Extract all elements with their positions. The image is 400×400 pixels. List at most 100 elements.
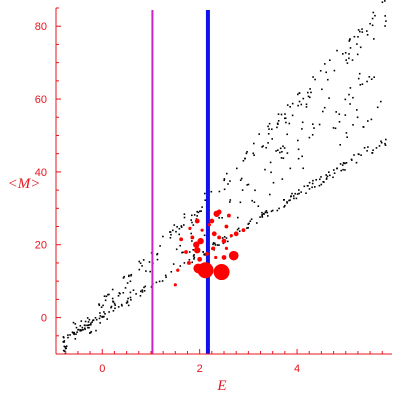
scatter-point (286, 133, 288, 136)
scatter-point (114, 304, 116, 306)
scatter-point (143, 286, 145, 289)
scatter-point (141, 265, 143, 267)
scatter-point (348, 57, 350, 60)
scatter-point (367, 146, 369, 148)
scatter-point (80, 320, 83, 322)
scatter-point (348, 93, 350, 96)
scatter-point (288, 199, 290, 202)
scatter-point (193, 256, 196, 259)
scatter-point (320, 176, 322, 178)
scatter-point (253, 142, 255, 145)
scatter-point (229, 201, 231, 203)
scatter-point (297, 139, 299, 142)
scatter-point (86, 324, 88, 327)
scatter-point (188, 251, 191, 253)
scatter-point (372, 149, 374, 151)
scatter-point (267, 133, 270, 135)
scatter-point (336, 49, 338, 52)
scatter-point (229, 199, 232, 201)
highlight-point (200, 228, 204, 232)
scatter-point (358, 153, 360, 156)
scatter-point (248, 222, 250, 225)
highlight-point (211, 231, 217, 237)
scatter-point (278, 207, 280, 210)
highlight-point (224, 224, 229, 229)
scatter-point (183, 224, 185, 226)
scatter-point (90, 330, 93, 333)
scatter-point (214, 242, 216, 245)
scatter-point (103, 295, 106, 297)
scatter-point (192, 255, 195, 257)
scatter-point (249, 220, 252, 222)
scatter-point (326, 175, 329, 178)
scatter-point (113, 302, 116, 305)
scatter-point (218, 244, 220, 246)
scatter-point (63, 341, 65, 343)
scatter-point (94, 317, 97, 319)
scatter-point (227, 183, 229, 185)
scatter-point (65, 345, 68, 347)
scatter-point (338, 121, 341, 123)
scatter-point (353, 154, 355, 156)
scatter-point (192, 249, 194, 251)
scatter-point (385, 138, 387, 141)
scatter-point (359, 30, 361, 33)
scatter-point (181, 251, 183, 254)
highlight-point (187, 261, 191, 265)
scatter-point (345, 59, 347, 61)
scatter-point (254, 189, 256, 192)
scatter-point (374, 14, 376, 17)
highlight-point (205, 251, 209, 256)
highlight-point (173, 283, 177, 287)
scatter-point (90, 322, 92, 325)
scatter-point (110, 305, 113, 308)
scatter-point (359, 46, 362, 49)
scatter-point (92, 319, 94, 322)
y-tick-label: 0 (41, 313, 47, 325)
scatter-point (84, 327, 86, 329)
scatter-point (269, 161, 272, 164)
scatter-point (99, 315, 102, 317)
scatter-point (380, 140, 382, 143)
scatter-point (223, 188, 226, 191)
scatter-point (297, 93, 299, 96)
scatter-point (262, 145, 264, 147)
scatter-point (100, 306, 103, 308)
scatter-point (170, 271, 173, 273)
scatter-point (236, 167, 238, 170)
scatter-point (308, 181, 311, 184)
scatter-point (95, 329, 97, 332)
scatter-point (223, 236, 226, 238)
highlight-point (228, 250, 239, 261)
scatter-point (267, 142, 269, 144)
scatter-point (335, 111, 337, 113)
scatter-point (72, 332, 74, 334)
scatter-point (268, 128, 270, 130)
scatter-point (223, 178, 226, 180)
scatter-point (179, 265, 182, 267)
highlight-point (216, 209, 222, 215)
scatter-point (88, 318, 91, 321)
y-tick-label: 40 (35, 167, 47, 179)
scatter-point (275, 150, 277, 152)
scatter-point (117, 295, 120, 297)
scatter-point (276, 122, 279, 125)
scatter-point (221, 217, 223, 219)
scatter-point (143, 290, 146, 292)
scatter-point (63, 340, 66, 342)
scatter-point (375, 147, 378, 149)
scatter-point (357, 29, 360, 31)
scatter-point (125, 302, 128, 304)
scatter-point (283, 206, 285, 208)
scatter-point (384, 0, 386, 2)
scatter-point (309, 96, 311, 99)
scatter-point (90, 323, 92, 326)
scatter-point (237, 227, 240, 230)
scatter-point (111, 288, 114, 291)
scatter-point (227, 240, 229, 243)
scatter-point (183, 216, 186, 219)
scatter-point (156, 253, 158, 256)
scatter-point (130, 273, 133, 276)
scatter-point (258, 133, 260, 135)
scatter-point (117, 306, 120, 308)
